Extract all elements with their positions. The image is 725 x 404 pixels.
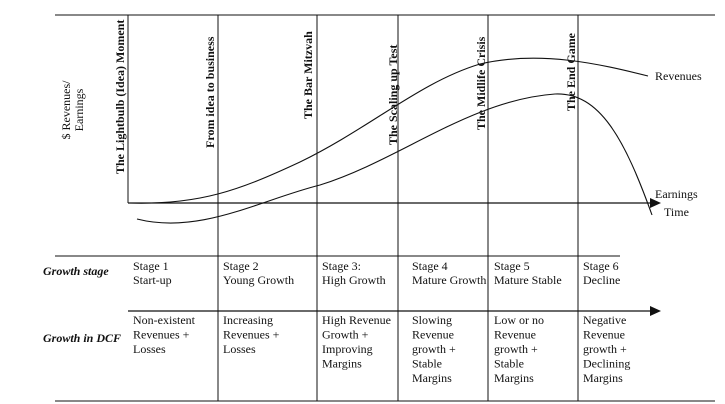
phase-title-2: From idea to business (203, 36, 217, 148)
stage-2-line-2: Young Growth (223, 273, 294, 287)
dcf-stage-6-line-3: growth + (583, 342, 627, 356)
stage-2-line-1: Stage 2 (223, 259, 259, 273)
dcf-stage-5-line-5: Margins (494, 371, 534, 385)
dcf-stage-3-line-2: Growth + (322, 328, 369, 342)
earnings-curve (136, 93, 653, 224)
dcf-stage-4-line-3: growth + (412, 342, 456, 356)
phase-title-3: The Bar Mitzvah (301, 31, 315, 119)
growth-stage-label: Growth stage (43, 264, 109, 278)
phase-title-6: The End Game (564, 32, 578, 111)
phase-title-4: The Scaling up Test (386, 45, 400, 145)
revenues-label: Revenues (655, 69, 702, 83)
dcf-stage-2-line-1: Increasing (223, 313, 273, 327)
dcf-stage-4-line-2: Revenue (412, 328, 454, 342)
x-axis-arrowhead (650, 198, 661, 208)
stage-3-line-2: High Growth (322, 273, 386, 287)
stage-5-line-2: Mature Stable (494, 273, 562, 287)
x-axis-label: Time (664, 205, 689, 219)
dcf-stage-5-line-2: Revenue (494, 328, 536, 342)
dcf-stage-4-line-4: Stable (412, 357, 442, 371)
growth-in-dcf-label: Growth in DCF (43, 331, 121, 345)
y-axis-label: $ Revenues/ Earnings (59, 80, 86, 140)
stage-cells: Stage 1 Start-up Stage 2 Young Growth St… (133, 259, 620, 287)
stage-dividers (127, 15, 579, 401)
y-axis-label-line-2: Earnings (72, 88, 86, 131)
dcf-stage-5-line-3: growth + (494, 342, 538, 356)
dcf-stage-2-line-3: Losses (223, 342, 256, 356)
dcf-stage-2-line-2: Revenues + (223, 328, 280, 342)
phase-title-5: The Midlife Crisis (474, 36, 488, 130)
earnings-label: Earnings (655, 187, 698, 201)
stage-5-line-1: Stage 5 (494, 259, 530, 273)
stage-1-line-2: Start-up (133, 273, 172, 287)
phase-title-1: The Lightbulb (Idea) Moment (113, 20, 127, 174)
dcf-stage-3-line-3: Improving (322, 342, 373, 356)
dcf-stage-6-line-4: Declining (583, 357, 630, 371)
dcf-stage-5-line-1: Low or no (494, 313, 544, 327)
stage-6-line-2: Decline (583, 273, 620, 287)
dcf-stage-6-line-2: Revenue (583, 328, 625, 342)
dcf-stage-1-line-1: Non-existent (133, 313, 196, 327)
revenues-curve (129, 57, 649, 204)
dcf-stage-1-line-2: Revenues + (133, 328, 190, 342)
dcf-stage-6-line-5: Margins (583, 371, 623, 385)
dcf-stage-5-line-4: Stable (494, 357, 524, 371)
dcf-arrowhead (650, 306, 661, 316)
dcf-stage-6-line-1: Negative (583, 313, 626, 327)
stage-3-line-1: Stage 3: (322, 259, 361, 273)
stage-4-line-1: Stage 4 (412, 259, 448, 273)
dcf-stage-1-line-3: Losses (133, 342, 166, 356)
stage-1-line-1: Stage 1 (133, 259, 169, 273)
dcf-stage-3-line-4: Margins (322, 357, 362, 371)
stage-4-line-2: Mature Growth (412, 273, 486, 287)
stage-6-line-1: Stage 6 (583, 259, 619, 273)
dcf-stage-4-line-5: Margins (412, 371, 452, 385)
y-axis-label-line-1: $ Revenues/ (59, 80, 73, 140)
dcf-stage-4-line-1: Slowing (412, 313, 452, 327)
dcf-stage-3-line-1: High Revenue (322, 313, 391, 327)
